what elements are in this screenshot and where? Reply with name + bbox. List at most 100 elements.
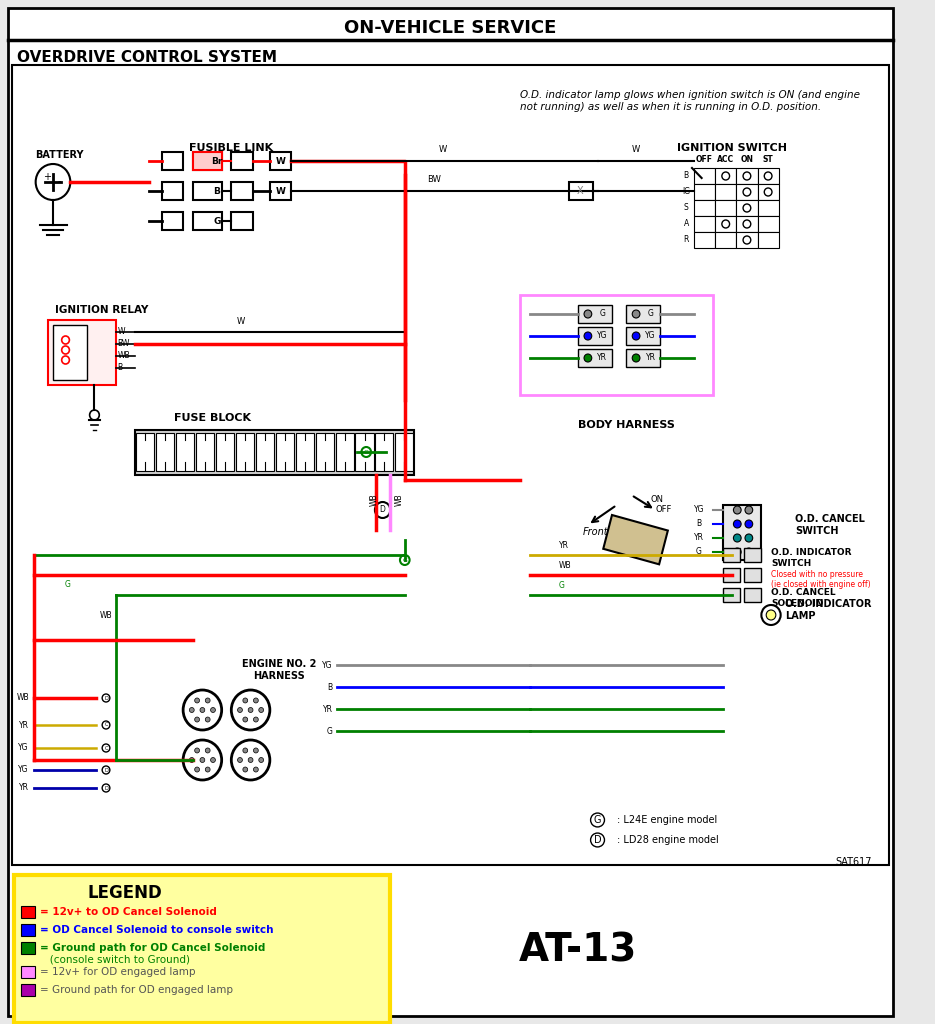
Bar	[231, 182, 252, 200]
Circle shape	[584, 354, 592, 362]
Bar	[376, 433, 394, 471]
Text: WB: WB	[396, 494, 404, 506]
Text: OFF: OFF	[655, 505, 671, 514]
Circle shape	[190, 758, 194, 763]
Bar	[568, 182, 593, 200]
Bar	[603, 515, 668, 564]
Bar	[255, 433, 274, 471]
Text: YR: YR	[645, 353, 655, 362]
Bar	[723, 505, 761, 560]
Text: (console switch to Ground): (console switch to Ground)	[40, 955, 191, 965]
Bar	[22, 942, 35, 954]
Circle shape	[210, 708, 215, 713]
Circle shape	[210, 758, 215, 763]
Text: G: G	[599, 309, 605, 318]
Bar	[723, 568, 741, 582]
Bar	[136, 433, 154, 471]
Text: OFF: OFF	[696, 156, 713, 165]
Bar	[626, 305, 660, 323]
Bar	[694, 216, 715, 232]
Circle shape	[584, 310, 592, 318]
Text: C: C	[105, 745, 108, 751]
Text: = 12v+ for OD engaged lamp: = 12v+ for OD engaged lamp	[40, 967, 196, 977]
Bar	[176, 433, 194, 471]
Bar	[53, 325, 87, 380]
Text: ENGINE NO. 2
HARNESS: ENGINE NO. 2 HARNESS	[242, 659, 317, 681]
Bar	[162, 152, 183, 170]
Bar	[355, 433, 373, 471]
Text: ON: ON	[651, 495, 664, 504]
Text: BW: BW	[426, 175, 440, 184]
Text: : L24E engine model: : L24E engine model	[617, 815, 717, 825]
Text: -: -	[57, 176, 61, 186]
Text: ACC: ACC	[717, 156, 734, 165]
Circle shape	[237, 758, 242, 763]
Circle shape	[243, 748, 248, 753]
Text: X: X	[577, 186, 583, 196]
Bar	[193, 182, 222, 200]
Text: = Ground path for OD Cancel Solenoid: = Ground path for OD Cancel Solenoid	[40, 943, 266, 953]
Bar	[757, 216, 779, 232]
Text: G: G	[326, 726, 333, 735]
Bar	[694, 168, 715, 184]
Circle shape	[745, 534, 753, 542]
Text: C: C	[105, 723, 108, 727]
Text: B: B	[118, 364, 122, 373]
Bar	[22, 924, 35, 936]
Text: S: S	[683, 204, 688, 213]
Text: B: B	[327, 683, 333, 691]
Text: = OD Cancel Solenoid to console switch: = OD Cancel Solenoid to console switch	[40, 925, 274, 935]
Circle shape	[766, 610, 776, 620]
Circle shape	[253, 748, 258, 753]
Bar	[195, 433, 214, 471]
Bar	[757, 200, 779, 216]
Text: G: G	[559, 581, 565, 590]
Bar	[22, 966, 35, 978]
Circle shape	[745, 506, 753, 514]
Text: W: W	[439, 145, 448, 154]
Bar	[715, 184, 737, 200]
Text: BW: BW	[118, 340, 130, 348]
Text: = 12v+ to OD Cancel Solenoid: = 12v+ to OD Cancel Solenoid	[40, 907, 217, 918]
Bar	[396, 433, 413, 471]
Circle shape	[206, 748, 210, 753]
Circle shape	[243, 717, 248, 722]
Text: W: W	[118, 328, 125, 337]
Text: YG: YG	[694, 506, 704, 514]
Text: YG: YG	[19, 743, 29, 753]
Text: YG: YG	[19, 766, 29, 774]
Bar	[744, 548, 761, 562]
Text: D: D	[104, 768, 108, 772]
Bar	[521, 295, 713, 395]
Text: W: W	[632, 145, 640, 154]
Text: WB: WB	[100, 611, 112, 620]
Bar	[49, 319, 116, 385]
Circle shape	[733, 506, 741, 514]
Text: O.D. indicator lamp glows when ignition switch is ON (and engine
not running) as: O.D. indicator lamp glows when ignition …	[521, 90, 860, 112]
Bar	[715, 232, 737, 248]
Text: IGNITION SWITCH: IGNITION SWITCH	[678, 143, 787, 153]
Text: G: G	[648, 309, 654, 318]
Circle shape	[733, 548, 741, 556]
Circle shape	[253, 717, 258, 722]
Circle shape	[259, 708, 264, 713]
Text: O.D. CANCEL
SWITCH: O.D. CANCEL SWITCH	[795, 514, 865, 536]
Bar	[744, 588, 761, 602]
Text: FUSE BLOCK: FUSE BLOCK	[174, 413, 251, 423]
Text: YG: YG	[597, 332, 608, 341]
Bar	[336, 433, 353, 471]
Bar	[737, 232, 757, 248]
Bar	[715, 216, 737, 232]
Text: = Ground path for OD engaged lamp: = Ground path for OD engaged lamp	[40, 985, 234, 995]
Text: D: D	[104, 695, 108, 700]
Bar	[231, 212, 252, 230]
Circle shape	[745, 520, 753, 528]
Text: YG: YG	[645, 332, 655, 341]
Bar	[295, 433, 313, 471]
Text: ON-VEHICLE SERVICE: ON-VEHICLE SERVICE	[344, 19, 556, 37]
Bar	[22, 906, 35, 918]
Text: O.D. INDICATOR
SWITCH: O.D. INDICATOR SWITCH	[771, 548, 852, 567]
Text: Br: Br	[211, 157, 223, 166]
Bar	[270, 182, 291, 200]
Text: FUSIBLE LINK: FUSIBLE LINK	[189, 143, 273, 153]
